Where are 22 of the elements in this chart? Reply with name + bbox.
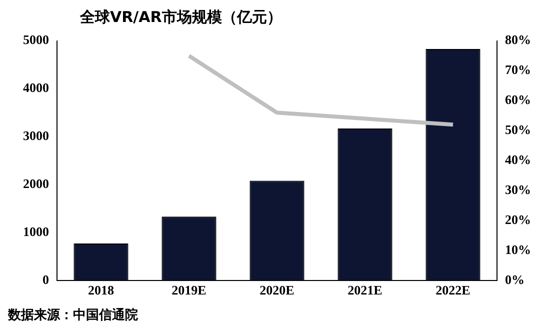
chart-title: 全球VR/AR市场规模（亿元） [78, 8, 283, 28]
y-tick-label: 0 [42, 272, 49, 287]
y2-tick-label: 10% [505, 242, 531, 257]
y-tick-label: 5000 [23, 32, 49, 48]
y2-tick-label: 30% [505, 182, 531, 197]
y2-tick-label: 80% [505, 32, 531, 48]
x-tick-label: 2018 [88, 282, 114, 298]
y2-tick-label: 60% [505, 92, 531, 108]
y2-tick-label: 0% [505, 272, 524, 287]
y-tick-label: 4000 [23, 80, 49, 96]
y2-tick-label: 20% [505, 212, 531, 227]
y2-tick-label: 40% [505, 152, 531, 167]
y2-tick-label: 70% [505, 62, 531, 78]
x-tick-label: 2020E [260, 282, 294, 298]
x-tick-label: 2021E [348, 282, 382, 298]
source-note: 数据来源：中国信通院 [8, 306, 139, 324]
y2-tick-label: 50% [505, 122, 531, 138]
x-tick-label: 2022E [436, 282, 470, 298]
y-tick-label: 1000 [23, 224, 49, 239]
y-tick-label: 3000 [23, 128, 49, 143]
y-tick-label: 2000 [23, 176, 49, 191]
x-tick-label: 2019E [172, 282, 206, 298]
